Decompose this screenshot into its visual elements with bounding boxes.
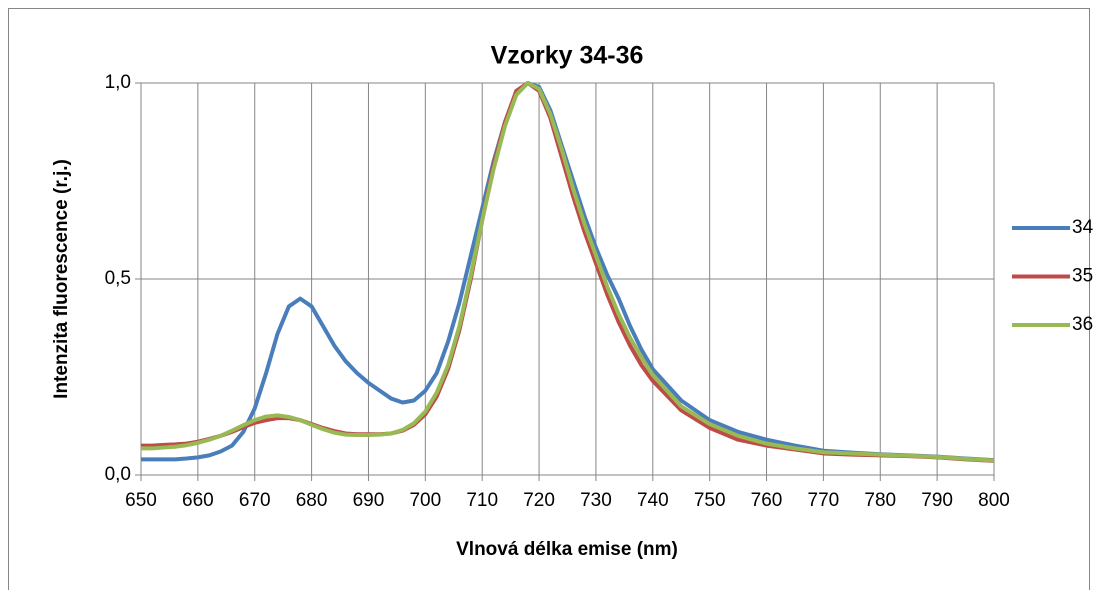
y-tick-label: 1,0 [105, 72, 131, 93]
x-tick-label: 690 [353, 490, 385, 511]
x-tick-label: 770 [808, 490, 840, 511]
legend-label: 34 [1072, 217, 1094, 238]
y-axis-title: Intenzita fluorescence (r.j.) [51, 159, 72, 399]
x-tick-label: 730 [580, 490, 612, 511]
legend-label: 35 [1072, 266, 1093, 287]
legend-label: 36 [1072, 314, 1093, 335]
x-tick-label: 750 [694, 490, 726, 511]
x-tick-label: 780 [864, 490, 896, 511]
x-tick-label: 650 [125, 490, 157, 511]
x-tick-label: 800 [978, 490, 1010, 511]
x-axis-title: Vlnová délka emise (nm) [456, 539, 678, 560]
x-tick-label: 720 [523, 490, 555, 511]
x-tick-label: 740 [637, 490, 669, 511]
x-tick-label: 700 [409, 490, 441, 511]
x-tick-label: 670 [239, 490, 271, 511]
y-tick-label: 0,0 [105, 464, 131, 485]
x-tick-label: 680 [296, 490, 328, 511]
x-tick-label: 660 [182, 490, 214, 511]
x-tick-label: 710 [466, 490, 498, 511]
x-tick-label: 790 [921, 490, 953, 511]
chart-title: Vzorky 34-36 [491, 42, 644, 70]
series-line [141, 81, 995, 463]
y-tick-label: 0,5 [105, 268, 131, 289]
series-line [141, 81, 995, 463]
x-tick-label: 760 [751, 490, 783, 511]
